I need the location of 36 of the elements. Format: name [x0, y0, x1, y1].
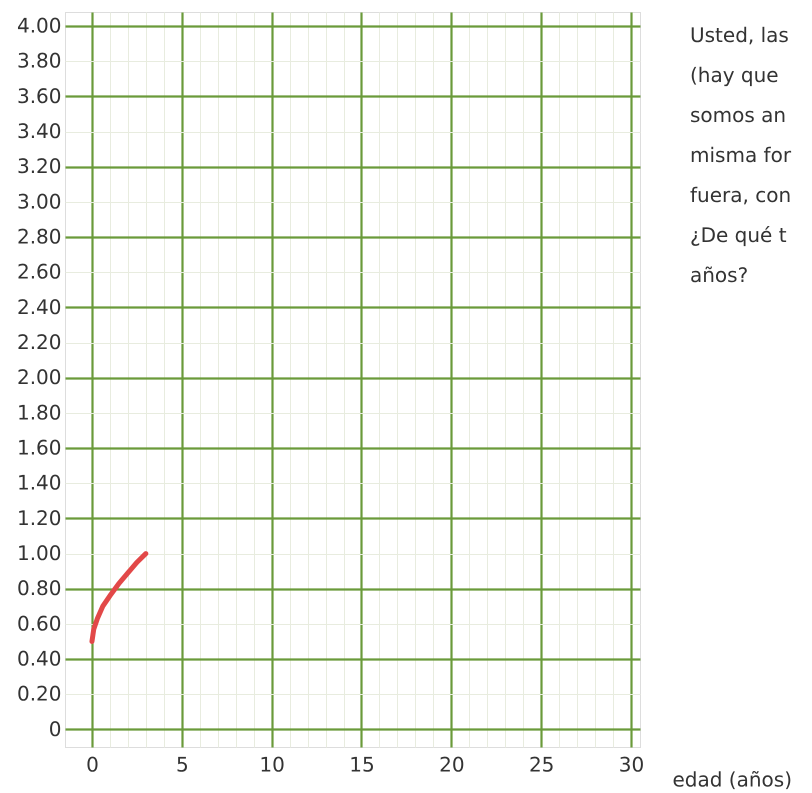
y-tick-label: 1.40 [16, 470, 62, 495]
y-tick-label: 2.40 [16, 294, 62, 319]
y-tick-label: 0.80 [16, 576, 62, 600]
x-tick-label: 30 [618, 752, 644, 776]
y-tick-label: 0.60 [16, 611, 62, 636]
y-tick-label: 1.80 [16, 400, 62, 424]
text: Usted, las [690, 23, 789, 47]
y-tick-label: 1.60 [16, 436, 62, 460]
x-tick-label: 10 [259, 752, 285, 776]
y-tick-label: 2.20 [16, 330, 62, 354]
y-tick-label: 4.00 [16, 14, 62, 38]
text: ¿De qué t [690, 223, 787, 247]
text: fuera, con [690, 183, 792, 207]
x-tick-label: 25 [528, 752, 554, 776]
x-tick-label: 15 [349, 752, 375, 776]
y-tick-label: 1.00 [16, 541, 62, 566]
y-tick-label: 3.40 [16, 119, 62, 144]
y-tick-label: 0 [48, 716, 62, 741]
y-tick-label: 0.20 [16, 682, 62, 706]
text: misma for [690, 143, 792, 167]
text: (hay que [690, 63, 779, 87]
y-tick-label: 3.20 [16, 154, 62, 178]
y-tick-label: 3.80 [16, 48, 62, 73]
y-tick-label: 3.00 [16, 189, 62, 214]
x-tick-label: 20 [439, 752, 465, 776]
y-tick-label: 2.00 [16, 365, 62, 390]
text: años? [690, 263, 748, 287]
x-tick-label: 0 [86, 752, 99, 776]
y-tick-label: 2.80 [16, 224, 62, 249]
y-tick-label: 3.60 [16, 84, 62, 108]
y-tick-label: 2.60 [16, 260, 62, 284]
x-axis-title: edad (años) [672, 768, 792, 792]
text: somos an [690, 103, 786, 127]
y-tick-label: 0.40 [16, 646, 62, 671]
x-tick-label: 5 [176, 752, 189, 776]
y-tick-label: 1.20 [16, 506, 62, 530]
